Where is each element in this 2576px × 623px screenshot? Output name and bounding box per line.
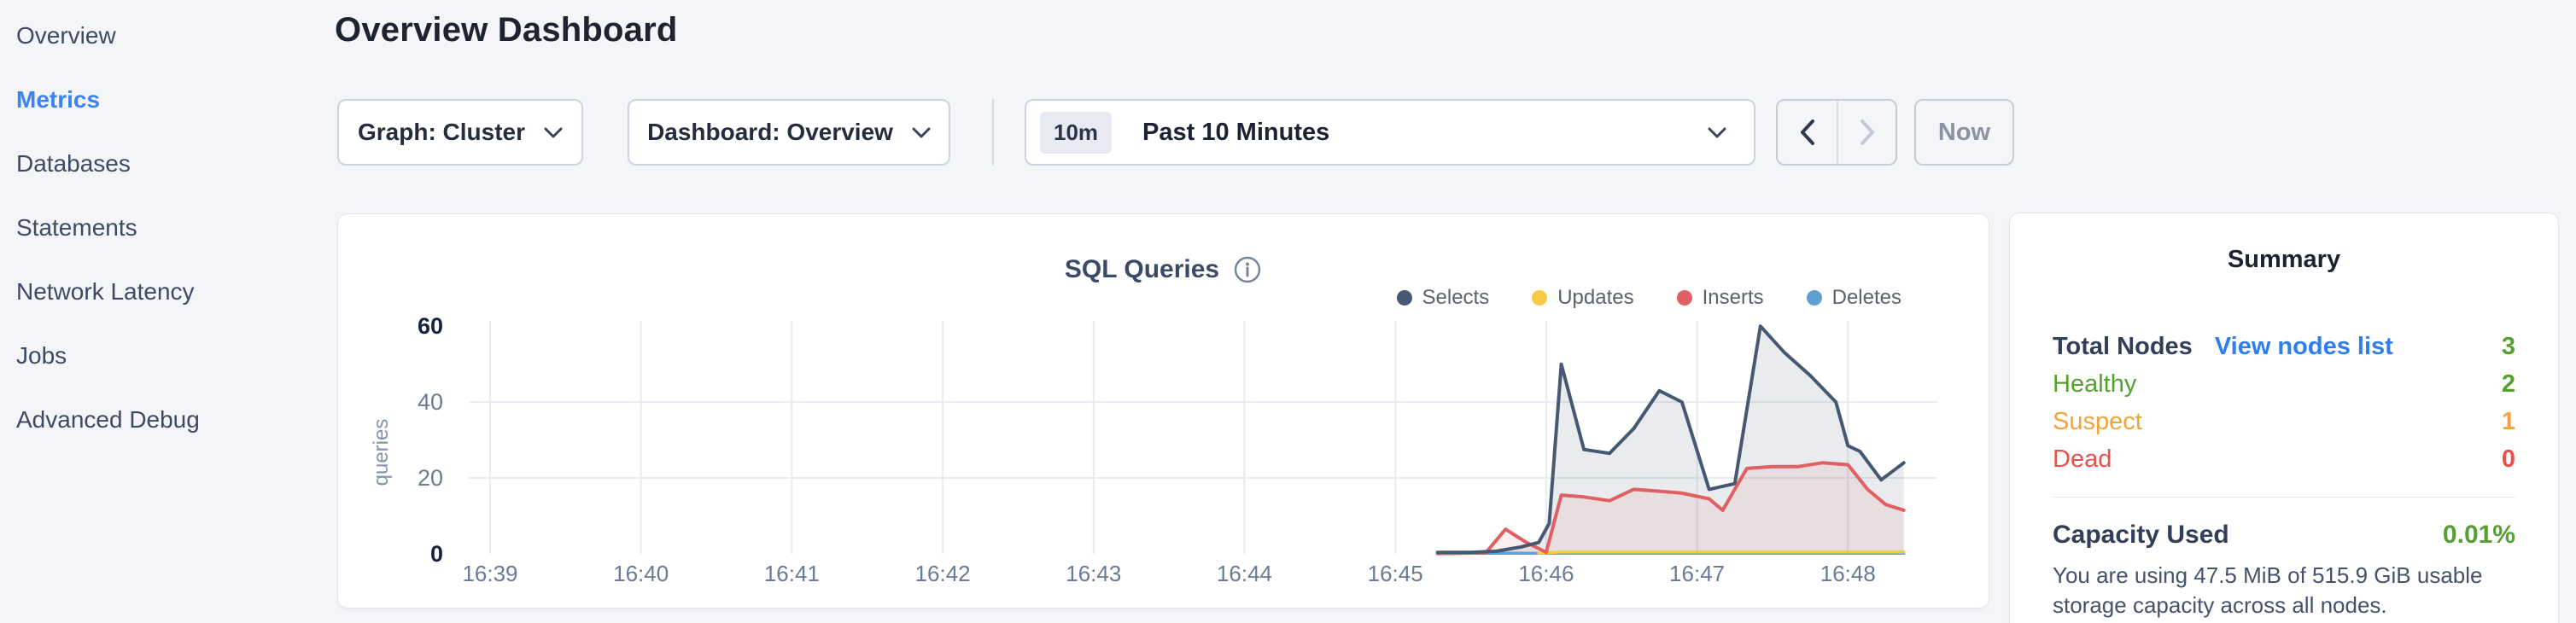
- x-tick-label: 16:44: [1216, 561, 1273, 586]
- chevron-down-icon: [544, 127, 563, 137]
- legend-label: Deletes: [1831, 286, 1901, 309]
- y-tick-label: 0: [429, 541, 443, 567]
- series-line-updates: [1537, 550, 1906, 555]
- summary-row-value: 3: [2501, 332, 2515, 360]
- summary-row-dead: Dead 0: [2053, 440, 2515, 478]
- legend-label: Updates: [1557, 286, 1634, 309]
- area-fill-inserts: [1437, 463, 1904, 554]
- x-tick-label: 16:47: [1669, 561, 1726, 586]
- summary-panel: Summary Total Nodes View nodes list 3 Healt…: [2009, 213, 2559, 623]
- summary-row-healthy: Healthy 2: [2053, 365, 2515, 403]
- legend-item-deletes[interactable]: Deletes: [1806, 286, 1901, 310]
- chevron-down-icon: [912, 127, 931, 137]
- x-tick-label: 16:42: [914, 561, 971, 586]
- series-line-selects: [1435, 324, 1906, 555]
- page-title: Overview Dashboard: [335, 11, 678, 49]
- legend-dot-inserts: [1676, 290, 1692, 306]
- sidebar-item-databases[interactable]: Databases: [16, 149, 131, 177]
- info-icon[interactable]: [1233, 255, 1262, 284]
- x-tick-label: 16:45: [1367, 561, 1423, 586]
- summary-row-label: Dead: [2053, 445, 2112, 473]
- sidebar-item-statements[interactable]: Statements: [16, 213, 137, 241]
- chart-plot-area[interactable]: [338, 214, 1990, 609]
- summary-row-label: Suspect: [2053, 407, 2142, 435]
- sidebar-item-metrics[interactable]: Metrics: [16, 85, 101, 113]
- sql-queries-chart-card: SQL Queries Selects Updates Inserts Deletes…: [337, 213, 1989, 608]
- dashboard-dropdown[interactable]: Dashboard: Overview: [628, 99, 950, 166]
- summary-row-suspect: Suspect 1: [2053, 403, 2515, 440]
- summary-row-value: 2: [2501, 370, 2515, 398]
- x-tick-label: 16:39: [462, 561, 518, 586]
- summary-divider: [2053, 497, 2515, 498]
- sidebar-item-network-latency[interactable]: Network Latency: [16, 277, 195, 305]
- y-tick-label: 20: [417, 465, 443, 492]
- toolbar: Graph: Cluster Dashboard: Overview 10m P…: [337, 99, 2014, 166]
- now-button[interactable]: Now: [1914, 99, 2014, 166]
- chevron-right-icon: [1860, 119, 1874, 145]
- view-nodes-list-link[interactable]: View nodes list: [2214, 332, 2393, 360]
- graph-dropdown-label: Graph: Cluster: [357, 119, 526, 145]
- chevron-down-icon: [1708, 127, 1726, 137]
- legend-label: Inserts: [1702, 286, 1764, 309]
- legend-item-selects[interactable]: Selects: [1396, 286, 1490, 310]
- time-range-badge: 10m: [1040, 111, 1113, 154]
- y-axis-title: queries: [370, 418, 393, 486]
- chevron-left-icon: [1800, 119, 1814, 145]
- legend-item-updates[interactable]: Updates: [1532, 286, 1634, 310]
- capacity-used-label: Capacity Used: [2053, 521, 2229, 549]
- x-tick-label: 16:40: [613, 561, 669, 586]
- sidebar-item-jobs[interactable]: Jobs: [16, 341, 67, 369]
- summary-row-total-nodes: Total Nodes View nodes list 3: [2053, 328, 2515, 365]
- capacity-used-row: Capacity Used 0.01%: [2053, 515, 2515, 556]
- legend-dot-deletes: [1806, 290, 1822, 306]
- toolbar-divider: [992, 99, 994, 166]
- summary-row-value: 1: [2501, 407, 2515, 435]
- legend-item-inserts[interactable]: Inserts: [1676, 286, 1764, 310]
- dashboard-dropdown-label: Dashboard: Overview: [647, 119, 893, 145]
- previous-time-button[interactable]: [1778, 101, 1837, 164]
- y-tick-label: 60: [417, 313, 443, 340]
- summary-row-label: Healthy: [2053, 370, 2137, 398]
- summary-row-label: Total Nodes: [2053, 332, 2193, 360]
- next-time-button[interactable]: [1837, 101, 1895, 164]
- capacity-description: You are using 47.5 MiB of 515.9 GiB usab…: [2053, 562, 2483, 618]
- x-tick-label: 16:41: [763, 561, 820, 586]
- capacity-used-value: 0.01%: [2442, 521, 2515, 549]
- y-tick-label: 40: [417, 389, 443, 416]
- summary-row-value: 0: [2501, 445, 2515, 473]
- legend-dot-selects: [1396, 290, 1412, 306]
- x-tick-label: 16:43: [1066, 561, 1122, 586]
- sidebar-item-overview[interactable]: Overview: [16, 21, 116, 49]
- time-step-buttons: [1776, 99, 1897, 166]
- sidebar: Overview Metrics Databases Statements Networ…: [0, 0, 333, 451]
- sidebar-item-advanced-debug[interactable]: Advanced Debug: [16, 405, 200, 433]
- x-tick-label: 16:48: [1820, 561, 1876, 586]
- series-line-inserts: [1435, 461, 1906, 556]
- time-range-selector[interactable]: 10m Past 10 Minutes: [1025, 99, 1755, 166]
- legend-dot-updates: [1532, 290, 1548, 306]
- chart-legend: Selects Updates Inserts Deletes: [1396, 286, 1901, 310]
- area-fill-selects: [1437, 326, 1904, 554]
- x-tick-label: 16:46: [1518, 561, 1574, 586]
- time-range-label: Past 10 Minutes: [1142, 118, 1330, 146]
- chart-title: SQL Queries: [1064, 255, 1220, 283]
- graph-dropdown[interactable]: Graph: Cluster: [337, 99, 583, 166]
- summary-title: Summary: [2227, 246, 2341, 273]
- legend-label: Selects: [1422, 286, 1490, 309]
